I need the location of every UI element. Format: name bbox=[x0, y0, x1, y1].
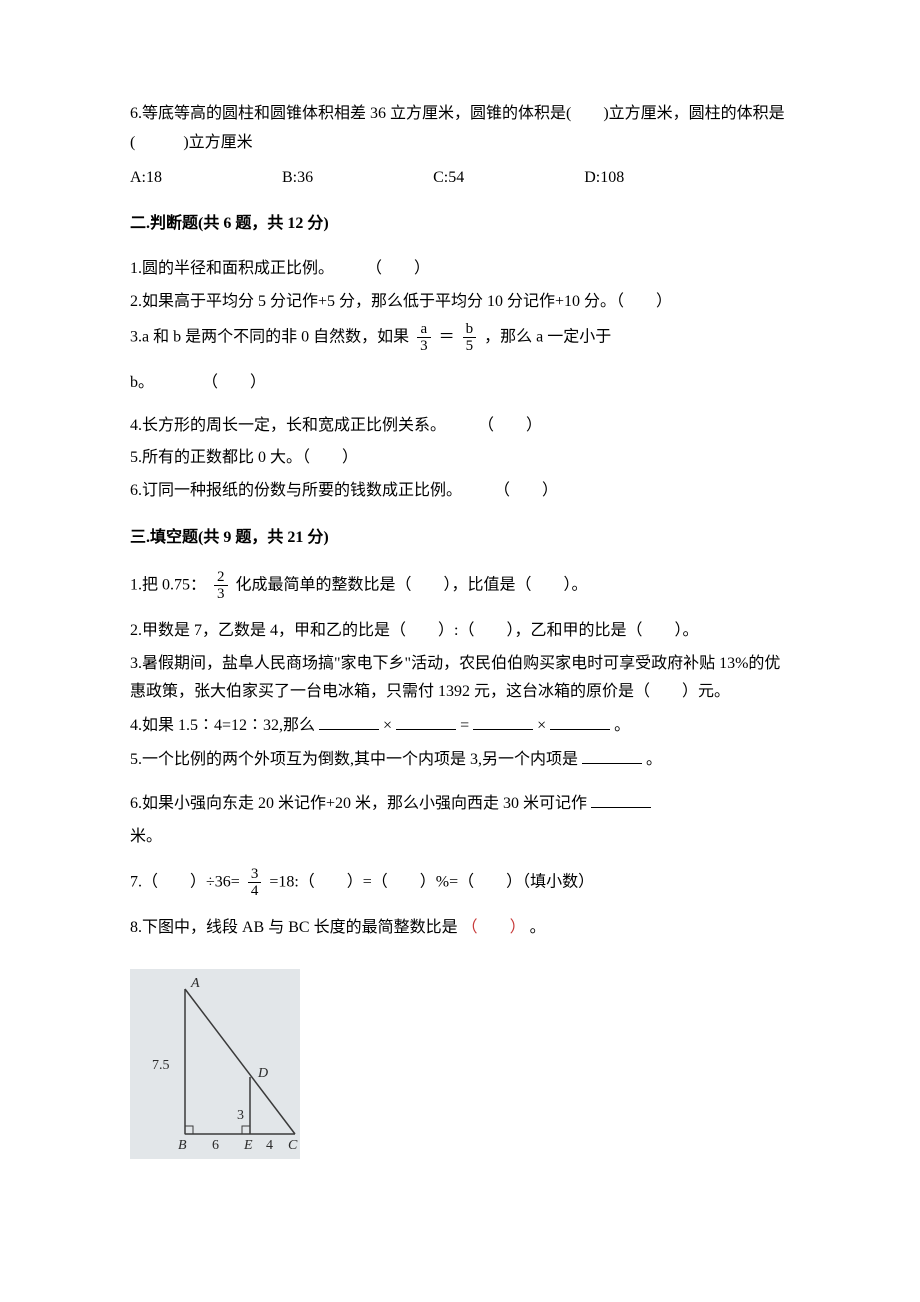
s2-q6: 6.订同一种报纸的份数与所要的钱数成正比例。 （ ） bbox=[130, 477, 790, 506]
choice-q6: 6.等底等高的圆柱和圆锥体积相差 36 立方厘米，圆锥的体积是( )立方厘米，圆… bbox=[130, 100, 790, 158]
frac-den: 3 bbox=[214, 586, 228, 603]
q6-options: A:18 B:36 C:54 D:108 bbox=[130, 164, 790, 193]
svg-text:D: D bbox=[257, 1066, 268, 1081]
blank bbox=[396, 711, 456, 730]
s3-q4-m2: = bbox=[460, 717, 469, 734]
svg-text:4: 4 bbox=[266, 1138, 273, 1153]
s3-q6-line2: 米。 bbox=[130, 823, 790, 852]
s2-q4: 4.长方形的周长一定，长和宽成正比例关系。 （ ） bbox=[130, 412, 790, 441]
s3-q5: 5.一个比例的两个外项互为倒数,其中一个内项是 3,另一个内项是 。 bbox=[130, 745, 790, 775]
s2-q3-eq: ＝ bbox=[439, 328, 455, 345]
svg-text:E: E bbox=[243, 1138, 253, 1153]
q6-option-d: D:108 bbox=[584, 164, 624, 193]
s3-q4-pre: 4.如果 1.5∶4=12∶32,那么 bbox=[130, 717, 315, 734]
s3-q4-m3: × bbox=[537, 717, 546, 734]
frac-num: 2 bbox=[214, 569, 228, 587]
frac-num: b bbox=[463, 321, 477, 339]
frac-den: 3 bbox=[417, 338, 431, 355]
s2-q3-pre: 3.a 和 b 是两个不同的非 0 自然数，如果 bbox=[130, 328, 409, 345]
s3-q1-pre: 1.把 0.75： bbox=[130, 576, 206, 593]
s3-q8-paren: （ ） bbox=[462, 919, 526, 936]
s3-q7-pre: 7.（ ）÷36= bbox=[130, 874, 240, 891]
s3-q7-frac: 3 4 bbox=[248, 866, 262, 900]
q6-option-c: C:54 bbox=[433, 164, 464, 193]
section3-header: 三.填空题(共 9 题，共 21 分) bbox=[130, 524, 790, 553]
blank bbox=[582, 745, 642, 764]
s3-q4-end: 。 bbox=[614, 717, 630, 734]
s2-q3-line2: b。 （ ） bbox=[130, 369, 790, 398]
blank bbox=[473, 711, 533, 730]
s3-q7: 7.（ ）÷36= 3 4 =18:（ ）=（ ）%=（ ）（填小数） bbox=[130, 866, 790, 900]
s3-q6-pre: 6.如果小强向东走 20 米记作+20 米，那么小强向西走 30 米可记作 bbox=[130, 795, 587, 812]
s2-q1: 1.圆的半径和面积成正比例。 （ ） bbox=[130, 255, 790, 284]
s3-q5-end: 。 bbox=[646, 751, 662, 768]
svg-text:C: C bbox=[288, 1138, 298, 1153]
frac-den: 4 bbox=[248, 883, 262, 900]
frac-num: a bbox=[417, 321, 431, 339]
q6-option-b: B:36 bbox=[282, 164, 313, 193]
svg-text:6: 6 bbox=[212, 1138, 219, 1153]
s3-q1: 1.把 0.75： 2 3 化成最简单的整数比是（ ），比值是（ ）。 bbox=[130, 569, 790, 603]
s2-q3-frac2: b 5 bbox=[463, 321, 477, 355]
frac-den: 5 bbox=[463, 338, 477, 355]
blank bbox=[319, 711, 379, 730]
s3-q4: 4.如果 1.5∶4=12∶32,那么 × = × 。 bbox=[130, 711, 790, 741]
q6-text: 6.等底等高的圆柱和圆锥体积相差 36 立方厘米，圆锥的体积是( )立方厘米，圆… bbox=[130, 105, 785, 151]
svg-text:7.5: 7.5 bbox=[152, 1058, 170, 1073]
s3-q2: 2.甲数是 7，乙数是 4，甲和乙的比是（ ）:（ ），乙和甲的比是（ ）。 bbox=[130, 617, 790, 646]
s2-q3-post: ，那么 a 一定小于 bbox=[484, 328, 611, 345]
s2-q3-line1: 3.a 和 b 是两个不同的非 0 自然数，如果 a 3 ＝ b 5 ，那么 a… bbox=[130, 321, 790, 355]
blank bbox=[591, 789, 651, 808]
s3-q1-frac: 2 3 bbox=[214, 569, 228, 603]
s3-q8-end: 。 bbox=[530, 919, 546, 936]
s3-q1-post: 化成最简单的整数比是（ ），比值是（ ）。 bbox=[236, 576, 588, 593]
s3-q4-m1: × bbox=[383, 717, 392, 734]
triangle-svg: A D B E C 7.5 6 3 4 bbox=[130, 969, 300, 1159]
svg-text:B: B bbox=[178, 1138, 187, 1153]
q6-option-a: A:18 bbox=[130, 164, 162, 193]
s3-q7-post: =18:（ ）=（ ）%=（ ）（填小数） bbox=[269, 874, 594, 891]
section2-header: 二.判断题(共 6 题，共 12 分) bbox=[130, 210, 790, 239]
triangle-figure: A D B E C 7.5 6 3 4 bbox=[130, 969, 300, 1159]
s3-q5-pre: 5.一个比例的两个外项互为倒数,其中一个内项是 3,另一个内项是 bbox=[130, 751, 578, 768]
s2-q5: 5.所有的正数都比 0 大。（ ） bbox=[130, 444, 790, 473]
s2-q2: 2.如果高于平均分 5 分记作+5 分，那么低于平均分 10 分记作+10 分。… bbox=[130, 288, 790, 317]
s3-q8: 8.下图中，线段 AB 与 BC 长度的最简整数比是 （ ） 。 bbox=[130, 914, 790, 943]
svg-text:A: A bbox=[190, 976, 200, 991]
s3-q8-pre: 8.下图中，线段 AB 与 BC 长度的最简整数比是 bbox=[130, 919, 458, 936]
s2-q3-frac1: a 3 bbox=[417, 321, 431, 355]
svg-text:3: 3 bbox=[237, 1108, 244, 1123]
s3-q6-line1: 6.如果小强向东走 20 米记作+20 米，那么小强向西走 30 米可记作 bbox=[130, 789, 790, 819]
blank bbox=[550, 711, 610, 730]
frac-num: 3 bbox=[248, 866, 262, 884]
s3-q3: 3.暑假期间，盐阜人民商场搞"家电下乡"活动，农民伯伯购买家电时可享受政府补贴 … bbox=[130, 650, 790, 708]
